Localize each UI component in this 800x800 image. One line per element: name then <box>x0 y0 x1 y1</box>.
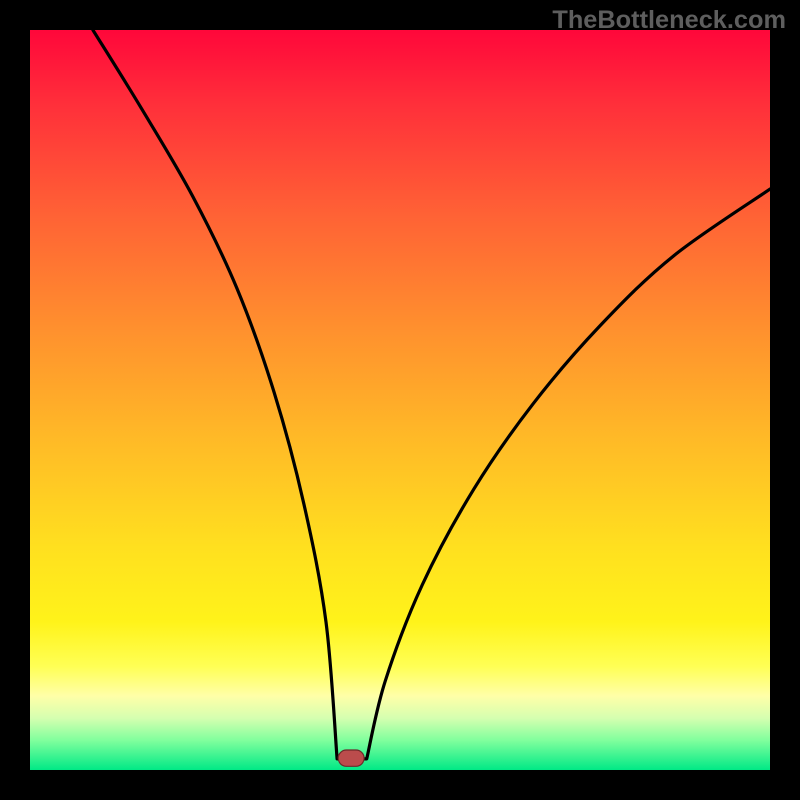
bottleneck-chart: TheBottleneck.com <box>0 0 800 800</box>
gradient-background <box>30 30 770 770</box>
optimal-point-marker <box>338 750 364 766</box>
plot-area <box>30 30 770 770</box>
